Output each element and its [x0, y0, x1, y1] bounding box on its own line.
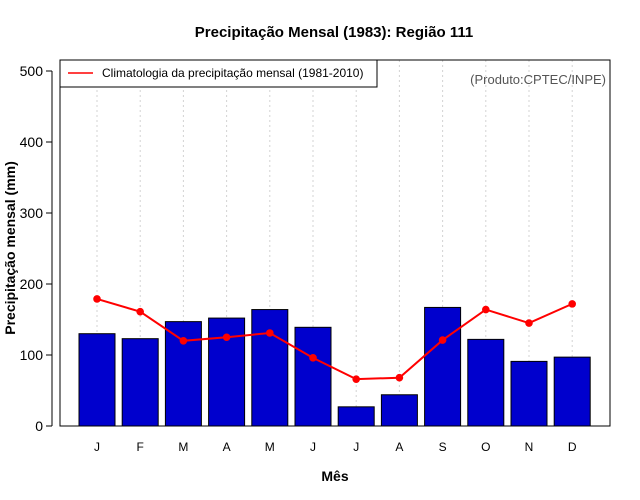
chart-title: Precipitação Mensal (1983): Região 111: [195, 24, 473, 41]
x-tick-label: J: [310, 440, 316, 454]
y-axis-label: Precipitação mensal (mm): [2, 161, 18, 335]
legend-box: [59, 59, 378, 88]
y-axis: 0 100 200 300 400 500: [20, 63, 53, 434]
climatology-point-3: [179, 337, 188, 345]
x-tick-label: A: [223, 440, 231, 454]
x-tick-label: S: [439, 440, 447, 454]
x-tick-label: D: [568, 440, 577, 454]
legend: Climatologia da precipitação mensal (198…: [59, 59, 378, 88]
y-tick-label: 400: [20, 134, 44, 150]
climatology-point-4: [222, 333, 231, 342]
climatology-point-7: [352, 375, 361, 383]
bar-11: [510, 360, 548, 427]
y-tick-label: 200: [20, 276, 44, 292]
y-tick-label: 100: [20, 347, 44, 363]
climatology-line-series: [93, 295, 576, 383]
x-tick-label: F: [137, 440, 144, 454]
climatology-point-6: [309, 354, 317, 362]
climatology-point-11: [525, 319, 533, 327]
x-tick-label: M: [265, 440, 275, 454]
bar-7: [337, 406, 375, 427]
source-annotation: (Produto:CPTEC/INPE): [470, 72, 606, 87]
bar-5: [251, 309, 289, 427]
bar-10: [467, 338, 505, 427]
bar-9: [424, 306, 462, 427]
climatology-point-8: [395, 373, 404, 382]
bar-2: [121, 338, 159, 427]
x-tick-label: J: [353, 440, 359, 454]
x-tick-label: M: [178, 440, 188, 454]
climatology-point-10: [482, 305, 490, 314]
y-tick-label: 500: [20, 63, 44, 79]
x-tick-label: O: [481, 440, 490, 454]
climatology-line: [96, 297, 573, 381]
climatology-point-12: [568, 300, 576, 308]
climatology-point-9: [438, 336, 447, 344]
climatology-point-1: [93, 295, 101, 303]
climatology-point-5: [266, 329, 274, 337]
x-tick-label: N: [525, 440, 534, 454]
y-tick-label: 300: [20, 205, 44, 221]
x-tick-label: J: [94, 440, 100, 454]
bar-series: [78, 306, 591, 427]
y-tick-label: 0: [35, 418, 43, 434]
bar-6: [294, 326, 332, 427]
climatology-point-2: [136, 307, 144, 316]
bar-12: [553, 356, 591, 427]
legend-entry-climatology: Climatologia da precipitação mensal (198…: [102, 66, 363, 80]
bar-8: [380, 394, 418, 427]
bar-1: [78, 333, 116, 427]
x-tick-label: A: [395, 440, 403, 454]
x-axis-label: Mês: [321, 468, 348, 484]
